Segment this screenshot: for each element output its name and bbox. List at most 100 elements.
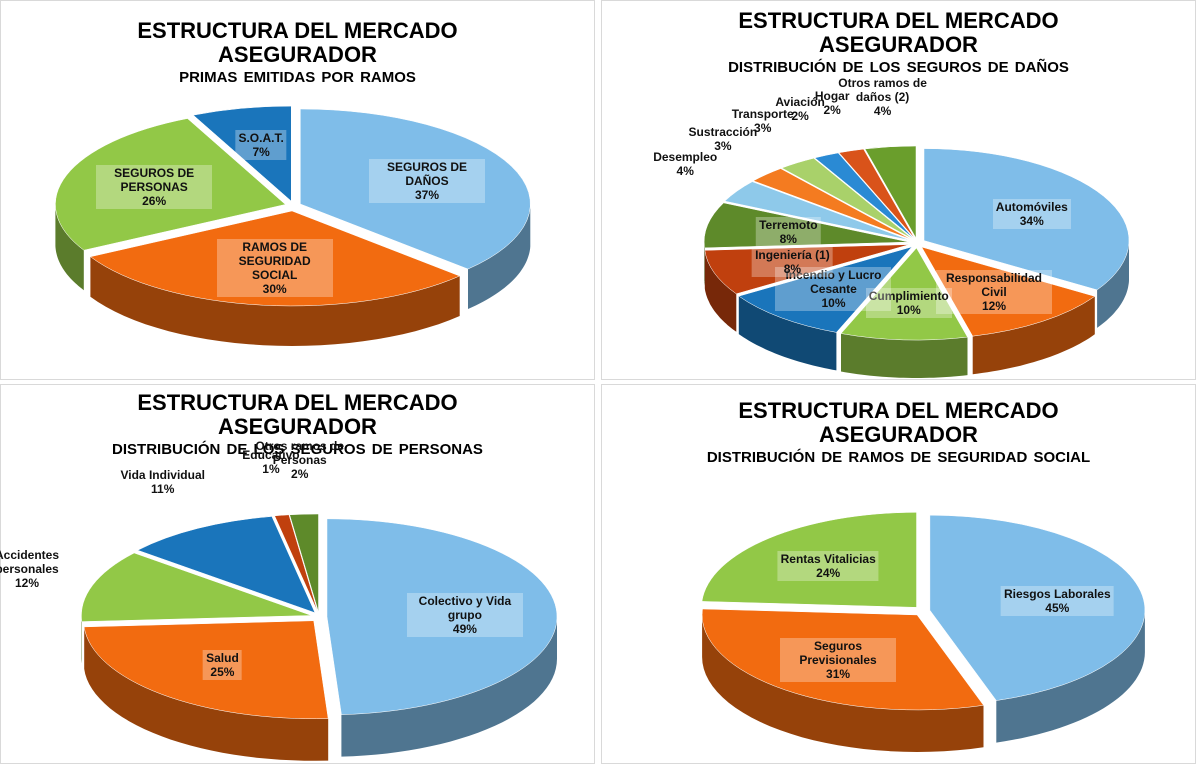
slice-label: Educativo 1%: [216, 448, 326, 476]
slice-name: Colectivo y Vida grupo: [418, 593, 512, 622]
slice-label: Otros ramos de Personas 2%: [245, 439, 355, 481]
slice: [923, 148, 1130, 291]
slice-percent: 2%: [823, 102, 841, 117]
slice-side: [84, 626, 329, 761]
slice-name: Sustracción: [688, 124, 758, 139]
slice-name: Responsabilidad Civil: [945, 270, 1042, 299]
slice-side: [55, 204, 84, 291]
chart: [701, 512, 1146, 752]
slice-percent: 45%: [1045, 601, 1070, 616]
slice-percent: 26%: [142, 193, 167, 208]
slice: [724, 181, 911, 241]
slice-name: S.O.A.T.: [238, 131, 284, 146]
slice-name: Otros ramos de Personas: [255, 439, 345, 468]
slice-percent: 8%: [783, 261, 802, 276]
slice: [738, 246, 913, 333]
slice-percent: 1%: [262, 462, 280, 477]
chart-title: ESTRUCTURA DEL MERCADO ASEGURADOR: [137, 18, 458, 67]
chart-panel: ESTRUCTURA DEL MERCADO ASEGURADOR DISTRIB…: [601, 0, 1196, 380]
slice-label: Automóviles 34%: [992, 198, 1071, 229]
slice-name: Desempleo: [653, 149, 718, 164]
slice-percent: 3%: [754, 120, 772, 135]
chart: [55, 105, 531, 346]
slice: [137, 516, 316, 614]
slice-label: Transporte 3%: [708, 107, 818, 135]
slice-name: Hogar: [814, 88, 850, 103]
slice-label: Incendio y Lucro Cesante 10%: [775, 267, 892, 312]
slice-name: Automóviles: [995, 199, 1068, 214]
slice: [921, 246, 1096, 337]
slice-name: SEGUROS DE PERSONAS: [114, 165, 195, 194]
slice-name: Cumplimiento: [868, 289, 949, 304]
slice-side: [702, 615, 984, 752]
slice: [192, 105, 292, 202]
slice-label: Accidentes personales 12%: [0, 548, 82, 590]
chart-panel: ESTRUCTURA DEL MERCADO ASEGURADOR PRIMAS …: [0, 0, 595, 380]
slice-percent: 10%: [821, 296, 846, 311]
slice: [89, 210, 461, 307]
slice-percent: 3%: [714, 138, 732, 153]
slice-label: Hogar 2%: [777, 89, 887, 117]
slice-percent: 30%: [262, 281, 287, 296]
slice-percent: 2%: [291, 467, 309, 482]
slice-percent: 2%: [791, 109, 809, 124]
slice-name: Salud: [206, 650, 239, 665]
title-block: ESTRUCTURA DEL MERCADO ASEGURADOR DISTRIB…: [602, 8, 1195, 77]
slice-name: Aviación: [775, 95, 825, 110]
title-block: ESTRUCTURA DEL MERCADO ASEGURADOR DISTRIB…: [602, 398, 1195, 467]
slice-name: Rentas Vitalicias: [780, 551, 876, 566]
slice-name: Terremoto: [759, 217, 818, 232]
chart-panel: ESTRUCTURA DEL MERCADO ASEGURADOR DISTRIB…: [0, 384, 595, 764]
slice-label: RAMOS DE SEGURIDAD SOCIAL 30%: [216, 238, 333, 297]
slice-percent: 8%: [779, 231, 797, 246]
slice-name: Vida Individual: [120, 467, 205, 482]
slice: [838, 148, 915, 239]
slice: [55, 118, 286, 251]
chart-title: ESTRUCTURA DEL MERCADO ASEGURADOR: [738, 8, 1059, 57]
slice-name: Ingeniería (1): [755, 247, 830, 262]
slice-side: [841, 333, 968, 378]
slice-side: [738, 296, 837, 371]
slice-label: Otros ramos de daños (2) 4%: [828, 76, 938, 118]
chart: [81, 513, 558, 761]
slice-name: Accidentes personales: [0, 547, 60, 576]
slice-label: SEGUROS DE PERSONAS 26%: [96, 164, 213, 209]
slice-side: [996, 610, 1145, 743]
title-block: ESTRUCTURA DEL MERCADO ASEGURADOR PRIMAS …: [1, 18, 594, 87]
chart-subtitle: DISTRIBUCIÓN DE RAMOS DE SEGURIDAD SOCIA…: [706, 449, 1091, 466]
slice: [752, 168, 912, 240]
slice-side: [90, 256, 460, 346]
slice-label: Terremoto 8%: [756, 216, 821, 247]
slice-label: Colectivo y Vida grupo 49%: [406, 592, 523, 637]
slice: [326, 518, 558, 715]
slice-name: Seguros Previsionales: [799, 638, 877, 667]
slice-name: Educativo: [242, 448, 300, 463]
slice-percent: 24%: [816, 565, 841, 580]
slice: [703, 202, 910, 249]
slice-label: Rentas Vitalicias 24%: [777, 550, 879, 581]
title-block: ESTRUCTURA DEL MERCADO ASEGURADOR DISTRIB…: [1, 391, 594, 459]
slice: [704, 244, 910, 295]
slice-name: SEGUROS DE DAÑOS: [386, 160, 467, 189]
slice-percent: 4%: [676, 163, 694, 178]
chart-subtitle: DISTRIBUCIÓN DE LOS SEGUROS DE PERSONAS: [112, 441, 483, 458]
slice-side: [468, 204, 531, 309]
chart: [703, 145, 1130, 378]
slice-label: Sustracción 3%: [668, 125, 778, 153]
slice: [274, 514, 318, 613]
slice-name: Riesgos Laborales: [1003, 587, 1111, 602]
slice-label: SEGUROS DE DAÑOS 37%: [368, 159, 485, 204]
slice-percent: 7%: [252, 145, 270, 160]
slice-label: Salud 25%: [203, 649, 242, 680]
slice-label: Ingeniería (1) 8%: [752, 246, 833, 277]
slice-name: Otros ramos de daños (2): [838, 75, 927, 104]
slice-label: Riesgos Laborales 45%: [1000, 586, 1114, 617]
slice: [781, 157, 913, 240]
slice: [300, 108, 531, 270]
slice: [814, 152, 914, 239]
slice-percent: 12%: [15, 575, 40, 590]
chart-title: ESTRUCTURA DEL MERCADO ASEGURADOR: [738, 398, 1059, 447]
slice: [701, 512, 917, 608]
slice: [81, 552, 312, 622]
